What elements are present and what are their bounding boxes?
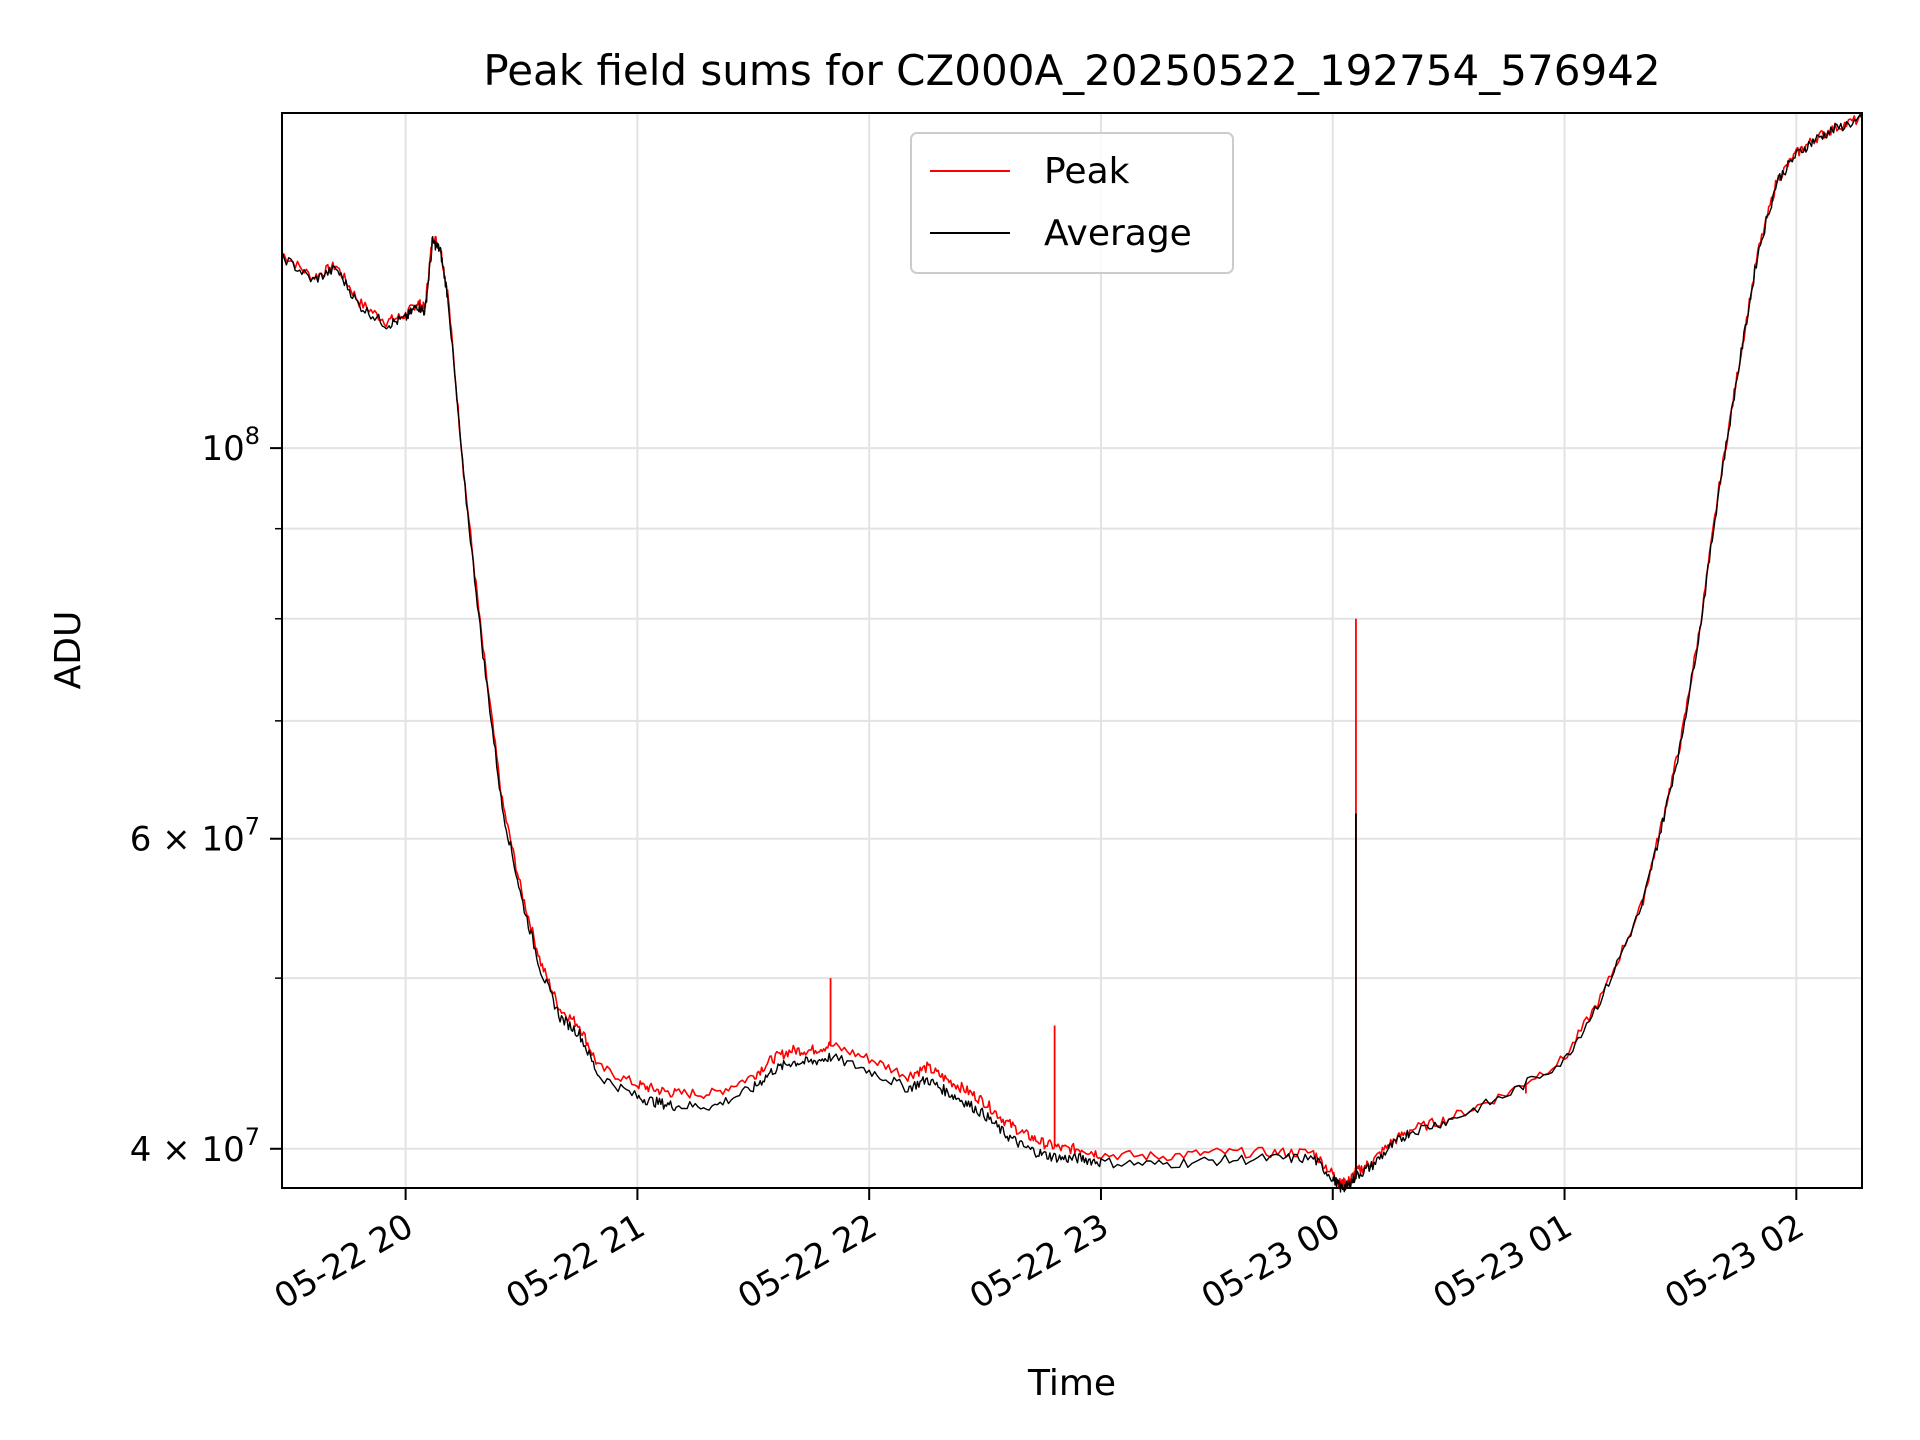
y-axis-label: ADU <box>48 611 89 690</box>
y-axis: 4 × 107 6 × 107 108 <box>130 422 282 1170</box>
x-tick-label: 05-22 23 <box>963 1206 1115 1317</box>
y-tick-label: 4 × 107 <box>130 1123 260 1170</box>
x-axis-label: Time <box>1027 1363 1116 1404</box>
x-tick-label: 05-23 02 <box>1658 1206 1810 1317</box>
plot-frame <box>281 112 1863 1189</box>
x-tick-label: 05-22 20 <box>268 1206 420 1317</box>
x-tick-label: 05-23 00 <box>1195 1206 1347 1317</box>
x-tick-label: 05-23 01 <box>1427 1206 1579 1317</box>
grid-lines <box>282 113 1862 1188</box>
series-lines <box>281 113 1863 1193</box>
chart-title: Peak field sums for CZ000A_20250522_1927… <box>483 46 1660 95</box>
legend: Peak Average <box>910 132 1234 274</box>
legend-label-peak: Peak <box>1044 151 1130 192</box>
series-line-peak <box>281 113 1863 1189</box>
x-tick-label: 05-22 22 <box>731 1206 883 1317</box>
legend-label-average: Average <box>1044 213 1192 254</box>
x-tick-label: 05-22 21 <box>500 1206 652 1317</box>
series-line-average <box>281 113 1863 1193</box>
x-axis: 05-22 20 05-22 21 05-22 22 05-22 23 05-23 00… <box>268 1188 1811 1317</box>
y-tick-label: 6 × 107 <box>130 813 260 860</box>
legend-box <box>910 132 1234 274</box>
y-tick-label: 108 <box>201 422 260 469</box>
